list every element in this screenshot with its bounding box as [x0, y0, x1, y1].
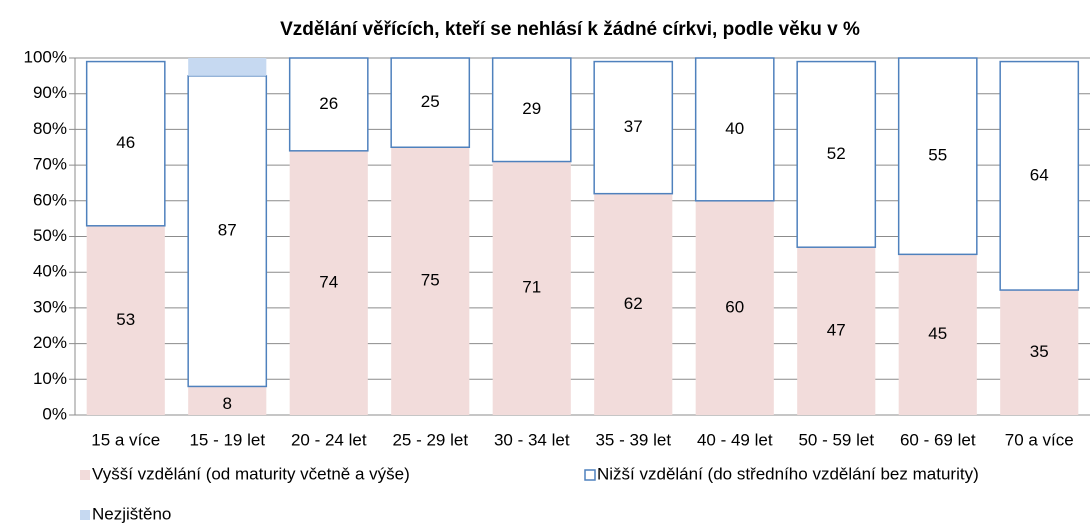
y-tick-label: 20%	[33, 333, 67, 352]
bar-segment	[898, 254, 977, 415]
bar-segment	[797, 247, 876, 415]
bar-segment	[491, 57, 572, 163]
y-tick-label: 70%	[33, 155, 67, 174]
y-tick-label: 0%	[42, 404, 67, 423]
data-label: 74	[319, 272, 338, 291]
legend-swatch	[80, 510, 90, 520]
data-label: 47	[827, 321, 846, 340]
x-tick-label: 60 - 69 let	[900, 430, 976, 449]
bar-segment	[85, 60, 166, 227]
data-label: 52	[827, 144, 846, 163]
x-tick-label: 15 - 19 let	[189, 430, 265, 449]
bar-segment	[391, 147, 470, 415]
data-label: 8	[223, 394, 232, 413]
legend-label: Nižší vzdělání (do středního vzdělání be…	[597, 464, 979, 483]
data-label: 35	[1030, 342, 1049, 361]
x-tick-label: 35 - 39 let	[595, 430, 671, 449]
data-label: 26	[319, 94, 338, 113]
data-label: 40	[725, 119, 744, 138]
bar-segment	[492, 161, 571, 415]
data-label: 25	[421, 92, 440, 111]
x-tick-label: 25 - 29 let	[392, 430, 468, 449]
y-tick-label: 30%	[33, 297, 67, 316]
data-label: 55	[928, 146, 947, 165]
bar-segment	[594, 193, 673, 415]
data-label: 29	[522, 99, 541, 118]
y-tick-label: 10%	[33, 369, 67, 388]
bar-segment	[796, 60, 877, 248]
y-tick-label: 90%	[33, 83, 67, 102]
legend-swatch	[80, 470, 90, 480]
bar-segment	[694, 57, 775, 202]
data-label: 60	[725, 297, 744, 316]
bar-segment	[593, 60, 674, 195]
data-label: 45	[928, 324, 947, 343]
data-label: 71	[522, 278, 541, 297]
data-label: 64	[1030, 165, 1049, 184]
x-tick-label: 70 a více	[1005, 430, 1074, 449]
bar-segment	[188, 386, 267, 415]
data-label: 37	[624, 117, 643, 136]
data-label: 46	[116, 133, 135, 152]
legend-swatch	[584, 469, 596, 481]
y-tick-label: 80%	[33, 119, 67, 138]
x-tick-label: 30 - 34 let	[494, 430, 570, 449]
bar-segment	[999, 60, 1080, 291]
x-tick-label: 15 a více	[91, 430, 160, 449]
bar-segment	[288, 57, 369, 152]
bar-segment	[897, 57, 978, 256]
bar-segment	[86, 225, 165, 415]
x-tick-label: 40 - 49 let	[697, 430, 773, 449]
bar-segment	[1000, 290, 1079, 415]
x-tick-label: 50 - 59 let	[798, 430, 874, 449]
legend-label: Vyšší vzdělání (od maturity včetně a výš…	[92, 464, 410, 483]
chart-title: Vzdělání věřících, kteří se nehlásí k žá…	[280, 19, 860, 40]
y-tick-label: 40%	[33, 262, 67, 281]
data-label: 53	[116, 310, 135, 329]
y-tick-label: 100%	[24, 47, 67, 66]
data-label: 87	[218, 221, 237, 240]
legend-label: Nezjištěno	[92, 504, 171, 523]
data-label: 62	[624, 294, 643, 313]
data-label: 75	[421, 271, 440, 290]
y-tick-label: 50%	[33, 226, 67, 245]
bar-segment	[390, 57, 471, 148]
x-tick-label: 20 - 24 let	[291, 430, 367, 449]
y-tick-label: 60%	[33, 190, 67, 209]
bar-segment	[289, 150, 368, 415]
bar-segment	[695, 200, 774, 415]
bar-segment	[188, 58, 267, 76]
